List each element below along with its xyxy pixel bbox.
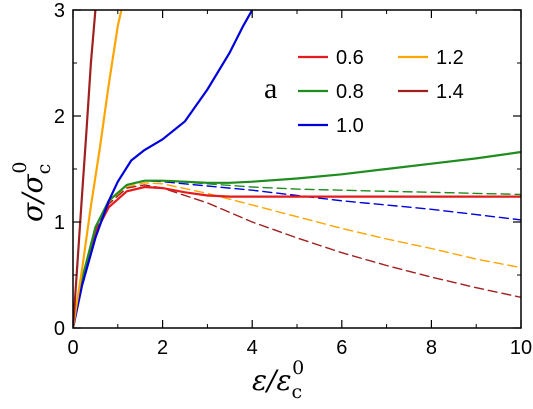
legend-label: 0.8 bbox=[336, 81, 364, 103]
x-tick-label: 8 bbox=[426, 337, 437, 359]
legend-label: 1.2 bbox=[436, 47, 464, 69]
axis-ticks: 0 2 4 6 8 10 0 1 2 3 bbox=[54, 0, 532, 359]
series-solid-1-2 bbox=[73, 10, 123, 328]
y-tick-label: 2 bbox=[54, 106, 65, 128]
legend-label: 1.0 bbox=[336, 115, 364, 137]
y-tick-label: 3 bbox=[54, 0, 65, 22]
x-tick-label: 6 bbox=[336, 337, 347, 359]
x-tick-label: 10 bbox=[510, 337, 532, 359]
x-axis-superscript: 0 bbox=[292, 357, 304, 379]
series-dashed-1-4 bbox=[73, 184, 521, 328]
series-solid-0-8 bbox=[73, 150, 521, 328]
series-dashed-1-2 bbox=[73, 182, 521, 328]
y-axis-superscript: 0 bbox=[9, 162, 31, 174]
y-axis-symbol: σ/σ bbox=[16, 173, 49, 222]
x-axis-subscript: c bbox=[291, 381, 302, 403]
series-solid-1-4 bbox=[73, 10, 97, 328]
y-axis-subscript: c bbox=[33, 164, 55, 175]
series-solid-1-0 bbox=[73, 10, 254, 328]
x-tick-label: 4 bbox=[247, 337, 258, 359]
x-tick-label: 0 bbox=[67, 337, 78, 359]
y-tick-label: 1 bbox=[54, 212, 65, 234]
series-solid-0-6 bbox=[73, 185, 521, 328]
x-axis-label: ε/εc0 bbox=[252, 357, 304, 403]
y-axis-label: σ/σc0 bbox=[9, 162, 55, 222]
legend-label: 1.4 bbox=[436, 81, 464, 103]
panel-annotation: a bbox=[264, 72, 277, 105]
legend: 0.6 1.2 0.8 1.4 1.0 bbox=[298, 47, 464, 137]
x-tick-label: 2 bbox=[157, 337, 168, 359]
y-tick-label: 0 bbox=[54, 318, 65, 340]
series-group bbox=[73, 10, 521, 328]
x-axis-symbol: ε/ε bbox=[252, 364, 291, 397]
legend-label: 0.6 bbox=[336, 47, 364, 69]
